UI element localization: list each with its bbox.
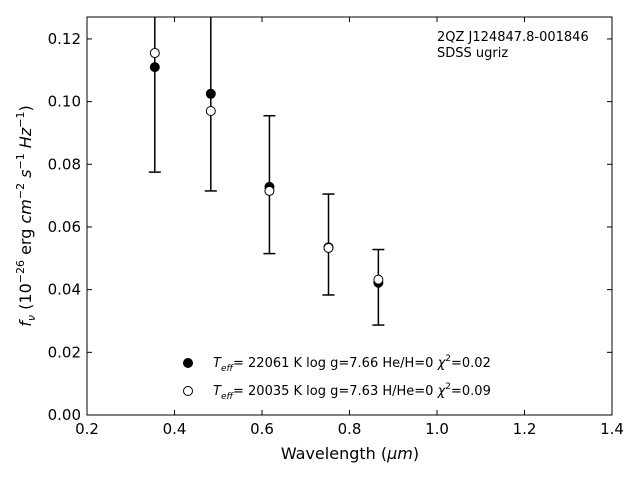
- x-tick-labels: 0.2 0.4 0.6 0.8 1.0 1.2 1.4: [75, 420, 624, 438]
- y-tick-label: 0.08: [48, 155, 81, 173]
- model-point-open: [373, 274, 384, 285]
- model-point-filled: [205, 88, 216, 99]
- x-tick-label: 1.0: [425, 420, 449, 438]
- annotation-line-1: 2QZ J124847.8-001846: [437, 30, 589, 45]
- legend-marker-open: [183, 386, 193, 396]
- legend-marker-filled: [183, 358, 193, 368]
- y-tick-label: 0.10: [48, 93, 81, 111]
- legend-label-open: Teff= 20035 K log g=7.63 H/He=0 χ2=0.09: [213, 382, 491, 402]
- y-tick-label: 0.06: [48, 218, 81, 236]
- x-tick-label: 0.6: [250, 420, 274, 438]
- x-tick-label: 1.2: [513, 420, 537, 438]
- x-tick-label: 0.2: [75, 420, 99, 438]
- x-axis-label: Wavelength (μm): [281, 444, 419, 463]
- x-tick-label: 0.4: [163, 420, 187, 438]
- model-point-open: [149, 48, 160, 59]
- x-tick-label: 1.4: [600, 420, 624, 438]
- plot-frame: [86, 16, 613, 416]
- model-point-open: [205, 106, 216, 117]
- legend-label-filled: Teff= 22061 K log g=7.66 He/H=0 χ2=0.02: [213, 354, 491, 374]
- annotation-line-2: SDSS ugriz: [437, 46, 508, 61]
- model-point-open: [323, 242, 334, 253]
- x-tick-label: 0.8: [338, 420, 362, 438]
- y-tick-label: 0.04: [48, 281, 81, 299]
- y-axis-label: fν (10−26 erg cm−2 s−1 Hz−1): [14, 105, 38, 326]
- error-bars: [148, 17, 385, 326]
- y-tick-labels: 0.00 0.02 0.04 0.06 0.08 0.10 0.12: [48, 30, 81, 424]
- legend: Teff= 22061 K log g=7.66 He/H=0 χ2=0.02 …: [183, 354, 491, 402]
- y-tick-label: 0.00: [48, 406, 81, 424]
- y-tick-label: 0.02: [48, 343, 81, 361]
- model-point-open: [264, 185, 275, 196]
- data-points: [149, 48, 384, 288]
- model-point-filled: [149, 62, 160, 73]
- y-tick-label: 0.12: [48, 30, 81, 48]
